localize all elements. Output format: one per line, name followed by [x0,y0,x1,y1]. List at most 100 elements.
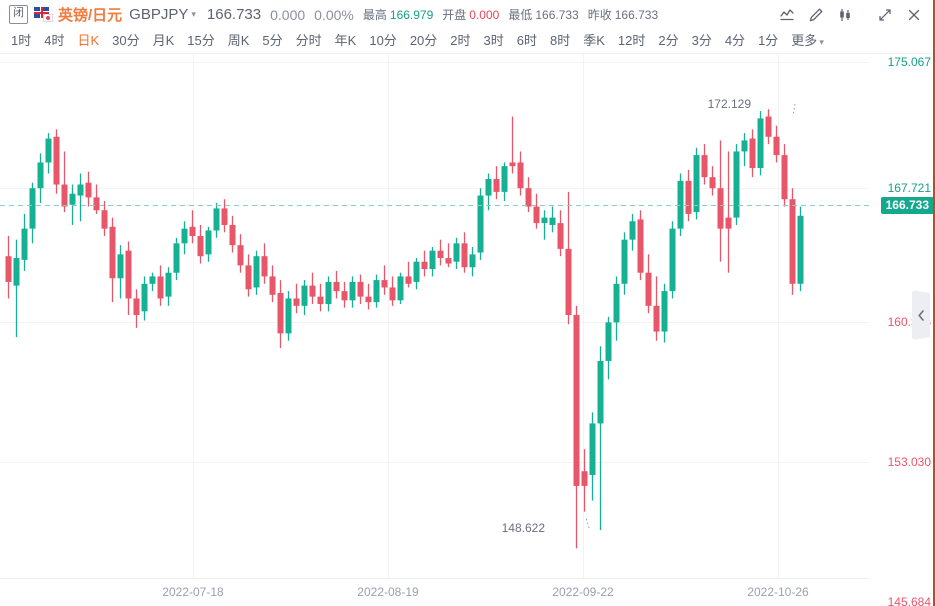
price-axis[interactable]: 175.067 167.721 160.375 153.030 145.684 166.7… [869,54,935,606]
candle [597,346,604,531]
candle [93,184,100,214]
tab-more[interactable]: 更多 [791,33,824,50]
tab-3分[interactable]: 3分 [691,33,712,48]
candle [645,254,652,314]
candle-body [701,155,708,178]
tab-分时[interactable]: 分时 [295,33,322,48]
candle-body [373,280,380,303]
candle-body [573,315,580,486]
candle [757,111,764,176]
tab-8时[interactable]: 8时 [549,33,571,48]
tab-2分[interactable]: 2分 [658,33,679,48]
candle [405,261,412,288]
candle [717,140,724,262]
candle [525,177,532,213]
close-icon[interactable] [901,4,927,26]
tab-1时[interactable]: 1时 [11,33,32,48]
indicator-icon[interactable] [774,4,800,26]
expand-icon[interactable] [872,4,898,26]
stat-high-label: 最高 [362,8,387,22]
tab-5分[interactable]: 5分 [262,33,283,48]
chart-header: 闭 英镑/日元 GBPJPY ▾ 166.733 0.000 0.00% 最高 … [0,0,935,29]
tab-30分[interactable]: 30分 [112,33,140,48]
candle-body [549,217,556,225]
candle-body [533,206,540,224]
candle [13,239,20,338]
candle [749,129,756,178]
candle-body [197,235,204,257]
candle [293,283,300,314]
candle [605,316,612,380]
candle [581,449,588,512]
tab-10分[interactable]: 10分 [369,33,397,48]
candle-body [637,219,644,273]
price-tick-145.684: 145.684 [887,595,931,606]
candle [685,169,692,222]
candle-body [333,281,340,292]
candle-body [669,228,676,292]
candle [741,133,748,167]
candle-body [181,228,188,244]
tab-4时[interactable]: 4时 [44,33,65,48]
candle-body [589,423,596,475]
change-absolute: 0.000 [270,6,306,23]
candle [221,199,228,233]
candle-body [509,162,516,167]
candle-body [21,228,28,260]
candlestick-icon[interactable] [832,4,858,26]
tab-4分[interactable]: 4分 [724,33,746,48]
tab-1分[interactable]: 1分 [758,33,779,48]
candle-body [245,265,252,290]
candle-body [501,166,508,192]
candle [557,210,564,257]
candle [621,232,628,295]
candle [37,153,44,203]
tab-15分[interactable]: 15分 [187,33,215,48]
stat-low-value: 166.733 [535,8,579,22]
draw-pencil-icon[interactable] [803,4,829,26]
candle-body [605,322,612,361]
candle [485,173,492,211]
header-toolbar [774,4,927,26]
candle-body [5,256,12,282]
candle [421,250,428,277]
tab-周K[interactable]: 周K [227,33,250,48]
stat-high: 最高 166.979 [363,6,433,23]
time-tick-2022-08-19: 2022-08-19 [357,585,419,599]
tab-6时[interactable]: 6时 [516,33,537,48]
candle-body [93,197,100,211]
candle [469,247,476,277]
candle [253,250,260,295]
candle [261,243,268,284]
candlestick-plot[interactable]: 172.129 148.622 [0,54,869,579]
candle [365,283,372,310]
candle-body [541,217,548,224]
candle [125,241,132,316]
candle [701,144,708,185]
chevron-down-icon[interactable]: ▾ [191,9,196,19]
candle [733,144,740,225]
tab-月K[interactable]: 月K [152,33,175,48]
candle [773,125,780,163]
tab-季K[interactable]: 季K [583,33,605,48]
symbol-name-cn[interactable]: 英镑/日元 [58,7,123,24]
candle [637,210,644,281]
candle [205,226,212,262]
collapse-panel-handle[interactable] [912,290,930,340]
candle [501,162,508,202]
tab-3时[interactable]: 3时 [483,33,504,48]
time-axis: 2022-07-18 2022-08-19 2022-09-22 2022-10-26 [0,578,869,606]
candle-body [733,151,740,218]
tab-20分[interactable]: 20分 [409,33,438,48]
candle [493,166,500,200]
candle-body [453,243,460,262]
candle [381,265,388,295]
symbol-code[interactable]: GBPJPY [129,6,189,23]
candle-body [61,184,68,207]
tab-2时[interactable]: 2时 [450,33,471,48]
tab-12时[interactable]: 12时 [617,33,646,48]
tab-日K[interactable]: 日K [77,33,100,48]
tab-年K[interactable]: 年K [334,33,357,48]
candle [341,281,348,308]
